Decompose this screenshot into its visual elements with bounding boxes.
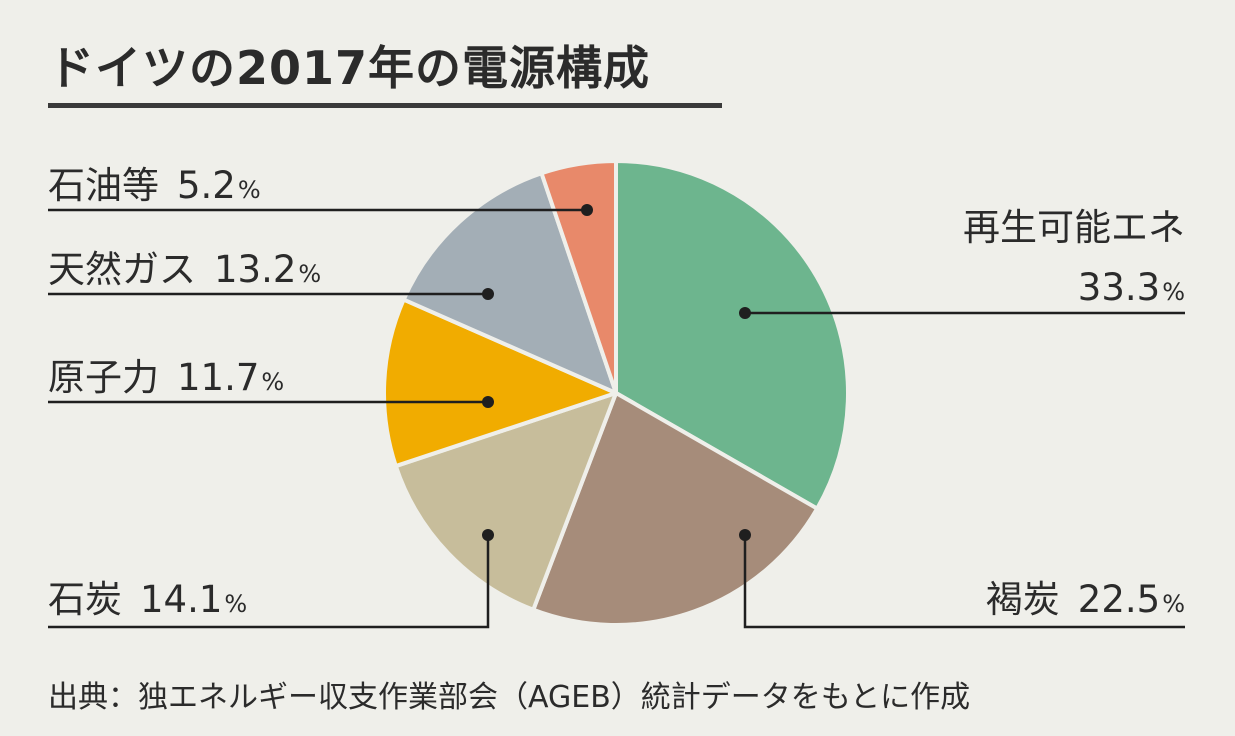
leader-dot-slice-4 — [482, 396, 494, 408]
leader-line-slice-2 — [743, 535, 1185, 629]
leader-dot-slice-3 — [482, 529, 494, 541]
pie-slice-6 — [539, 159, 618, 395]
label-name-slice-1: 再生可能エネ — [963, 206, 1185, 249]
label-slice-6: 石油等 5.2% — [48, 164, 261, 207]
leader-dot-slice-6 — [581, 204, 593, 216]
pie-slice-3 — [393, 391, 618, 612]
label-slice-3: 石炭 14.1% — [48, 578, 247, 621]
label-slice-2: 褐炭 22.5% — [986, 578, 1185, 621]
pie-slice-5 — [401, 171, 618, 395]
chart-title: ドイツの2017年の電源構成 — [48, 41, 651, 95]
label-slice-4: 原子力 11.7% — [48, 356, 284, 399]
pie-slice-4 — [382, 297, 618, 469]
leader-dot-slice-2 — [739, 529, 751, 541]
leader-dot-slice-1 — [739, 307, 751, 319]
title-underline — [48, 103, 722, 108]
leader-line-slice-3 — [48, 535, 490, 629]
source-note: 出典：独エネルギー収支作業部会（AGEB）統計データをもとに作成 — [48, 680, 971, 715]
pie-slice-1 — [614, 159, 850, 511]
leader-dot-slice-5 — [482, 288, 494, 300]
label-slice-5: 天然ガス 13.2% — [48, 248, 321, 291]
label-value-slice-1: 33.3% — [1078, 266, 1185, 309]
